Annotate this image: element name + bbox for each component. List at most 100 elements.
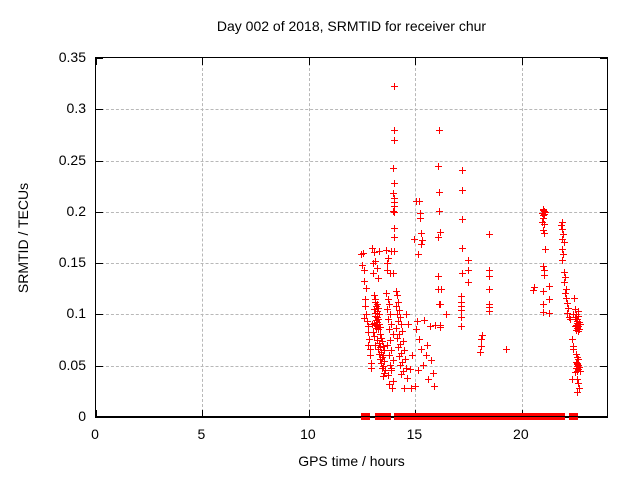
data-point-marker <box>560 239 568 247</box>
data-point-marker <box>477 348 485 356</box>
data-point-marker <box>559 230 567 238</box>
data-point-marker <box>567 316 575 324</box>
y-tick-label: 0.25 <box>58 151 86 168</box>
data-point-marker <box>376 356 384 364</box>
data-point-marker <box>373 307 381 315</box>
data-point-marker <box>390 199 398 207</box>
data-point-marker <box>564 309 572 317</box>
data-point-marker <box>396 340 404 348</box>
data-point-marker <box>372 309 380 317</box>
data-point-marker <box>372 322 380 330</box>
data-point-marker <box>395 306 403 314</box>
data-point-marker <box>572 327 580 335</box>
data-point-marker <box>375 350 383 358</box>
v-gridline <box>308 58 310 417</box>
data-point-marker <box>404 374 412 382</box>
data-point-marker <box>372 317 380 325</box>
data-point-marker <box>574 366 582 374</box>
data-point-marker <box>374 345 382 353</box>
data-point-marker <box>401 384 409 392</box>
data-point-marker <box>371 249 379 257</box>
data-point-marker <box>371 305 379 313</box>
data-point-marker <box>465 256 473 264</box>
data-point-marker <box>418 237 426 245</box>
data-point-marker <box>358 261 366 269</box>
data-point-marker <box>368 321 376 329</box>
y-tick-mark <box>96 211 103 213</box>
data-point-marker <box>457 302 465 310</box>
data-point-marker <box>390 127 398 135</box>
y-tick-label: 0 <box>78 408 86 424</box>
data-point-marker <box>539 218 547 226</box>
data-point-marker <box>572 359 580 367</box>
data-point-marker <box>573 354 581 361</box>
data-point-marker <box>486 266 494 274</box>
data-point-marker <box>530 287 538 295</box>
data-point-marker <box>385 254 393 262</box>
data-point-marker <box>390 209 398 217</box>
data-point-marker <box>436 300 444 308</box>
data-point-marker <box>418 345 426 353</box>
data-point-marker <box>390 203 398 211</box>
data-point-marker <box>389 357 397 365</box>
data-point-marker <box>420 362 428 370</box>
data-point-marker <box>458 215 466 223</box>
data-point-marker <box>574 360 582 368</box>
data-point-marker <box>417 241 425 249</box>
data-point-marker <box>573 310 581 318</box>
data-point-marker <box>539 214 547 222</box>
data-point-marker <box>388 346 396 354</box>
data-point-marker <box>573 325 581 333</box>
data-point-marker <box>435 234 443 241</box>
data-point-marker <box>457 306 465 314</box>
data-point-marker <box>418 229 426 237</box>
data-point-marker <box>458 269 466 277</box>
data-point-marker <box>374 319 382 327</box>
data-point-marker <box>384 266 392 274</box>
data-point-marker <box>486 303 494 311</box>
data-point-marker <box>575 328 583 336</box>
data-point-marker <box>415 367 423 375</box>
data-point-marker <box>403 310 411 318</box>
data-point-marker <box>421 317 429 325</box>
data-point-marker <box>387 362 395 370</box>
data-point-marker <box>540 266 548 274</box>
data-point-marker <box>388 384 396 392</box>
data-point-marker <box>386 326 394 334</box>
data-point-marker <box>385 372 393 380</box>
data-point-marker <box>374 304 382 312</box>
data-point-marker <box>376 343 384 351</box>
data-point-marker <box>435 127 443 135</box>
data-point-marker <box>569 335 577 343</box>
data-point-marker <box>360 266 368 274</box>
v-gridline <box>521 58 523 417</box>
data-point-marker <box>370 269 378 277</box>
data-point-marker <box>376 324 384 332</box>
x-tick-mark-mirror <box>521 58 523 65</box>
data-point-marker <box>576 326 584 334</box>
data-point-marker <box>361 302 369 310</box>
data-point-marker <box>381 358 388 366</box>
data-point-marker <box>560 268 568 276</box>
data-point-marker <box>558 225 566 233</box>
data-point-marker <box>398 371 406 379</box>
data-point-marker <box>370 329 378 337</box>
data-point-marker <box>571 323 579 331</box>
y-tick-mark <box>96 314 103 316</box>
x-axis-label: GPS time / hours <box>298 453 405 469</box>
data-point-marker <box>457 293 465 301</box>
data-point-marker <box>387 336 395 344</box>
h-gridline <box>96 160 607 162</box>
data-point-marker <box>432 322 440 330</box>
data-point-marker <box>574 379 582 387</box>
data-point-marker <box>563 294 571 302</box>
data-point-marker <box>458 167 466 175</box>
data-point-marker <box>443 310 451 318</box>
data-point-marker <box>381 370 388 378</box>
data-point-marker <box>381 346 388 354</box>
data-point-marker <box>377 360 385 368</box>
y-tick-mark-mirror <box>600 160 607 162</box>
data-point-marker <box>393 292 401 300</box>
data-point-marker <box>384 341 392 349</box>
data-point-marker <box>411 382 419 390</box>
